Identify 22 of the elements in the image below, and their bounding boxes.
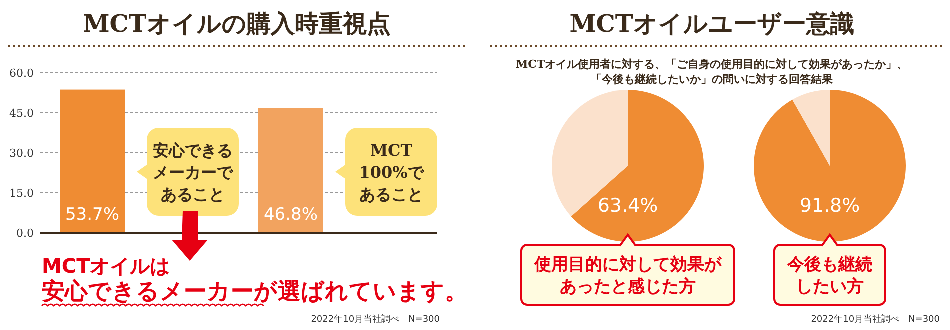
chart-title: MCTオイルの購入時重視点 — [83, 9, 391, 38]
pie-slice — [792, 90, 830, 166]
annotation: MCT100%であること — [359, 141, 425, 204]
data-label: 91.8% — [800, 195, 860, 217]
slice-label: 使用目的に対して効果があったと感じた方 — [534, 255, 722, 297]
y-tick-label: 45.0 — [10, 107, 34, 120]
annotation: 安心できるメーカーであること — [153, 141, 234, 204]
y-tick-label: 15.0 — [10, 187, 34, 200]
chart-title: MCTオイルユーザー意識 — [570, 9, 854, 38]
slice-label: 今後も継続したい方 — [786, 255, 872, 297]
data-label: 63.4% — [598, 195, 658, 217]
text: MCTオイルは安心できるメーカーが選ばれています。 — [42, 254, 468, 305]
data-label: 46.8% — [264, 205, 318, 225]
y-tick-label: 30.0 — [10, 147, 34, 160]
data-label: 53.7% — [65, 205, 120, 225]
y-tick-label: 0.0 — [16, 227, 34, 240]
chart-subtitle: MCTオイル使用者に対する、「ご自身の使用目的に対して効果があったか」、「今後も継続したいか」の問いに対する回答結果 — [516, 58, 908, 86]
pie-slice — [754, 90, 906, 242]
pie-slice — [571, 90, 704, 242]
text: 2022年10月当社調べ N=300 — [811, 314, 940, 325]
y-tick-label: 60.0 — [10, 67, 34, 80]
text: 2022年10月当社調べ N=300 — [311, 314, 440, 325]
